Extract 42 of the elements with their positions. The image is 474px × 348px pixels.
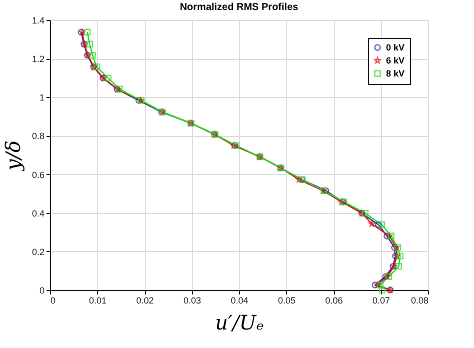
legend-label: 8 kV	[386, 68, 405, 78]
x-tick-label: 0.05	[278, 296, 296, 306]
point	[382, 273, 389, 280]
point	[362, 210, 368, 217]
y-tick-label: 1.2	[32, 54, 44, 64]
y-tick-label: 0.2	[32, 246, 44, 257]
y-tick-label: 0.8	[32, 131, 44, 142]
y-tick-label: 0	[39, 286, 44, 296]
legend-label: 0 kV	[386, 42, 405, 52]
point	[384, 232, 390, 240]
point	[104, 74, 112, 82]
point	[378, 221, 386, 228]
y-axis-title: y/δ	[0, 140, 25, 172]
point	[378, 286, 386, 294]
y-tick-label: 1.4	[32, 16, 44, 26]
point	[89, 52, 96, 59]
x-tick-label: 0.07	[372, 296, 390, 306]
point	[388, 232, 394, 240]
x-tick-label: 0.02	[136, 296, 154, 306]
point	[396, 252, 404, 260]
legend-label: 6 kV	[386, 56, 405, 66]
chart-title: Normalized RMS Profiles	[180, 2, 299, 13]
point	[376, 282, 384, 288]
x-axis-title: u′/Uₑ	[215, 310, 264, 334]
x-tick-label: 0.06	[325, 296, 343, 306]
x-tick-label: 0.01	[88, 296, 107, 306]
point	[391, 244, 398, 251]
x-tick-label: 0.04	[230, 296, 248, 306]
x-tick-label: 0.08	[410, 296, 428, 306]
point	[395, 262, 402, 270]
point	[84, 28, 91, 36]
y-tick-label: 0.6	[32, 170, 44, 180]
point	[116, 86, 123, 93]
point	[372, 282, 378, 288]
point	[374, 282, 381, 288]
x-tick-label: 0	[50, 296, 56, 306]
x-tick-label: 0.03	[183, 296, 202, 306]
y-tick-label: 1	[39, 92, 44, 103]
point	[86, 40, 94, 48]
point	[375, 221, 382, 228]
y-tick-label: 0.4	[32, 208, 44, 218]
point	[296, 176, 302, 182]
